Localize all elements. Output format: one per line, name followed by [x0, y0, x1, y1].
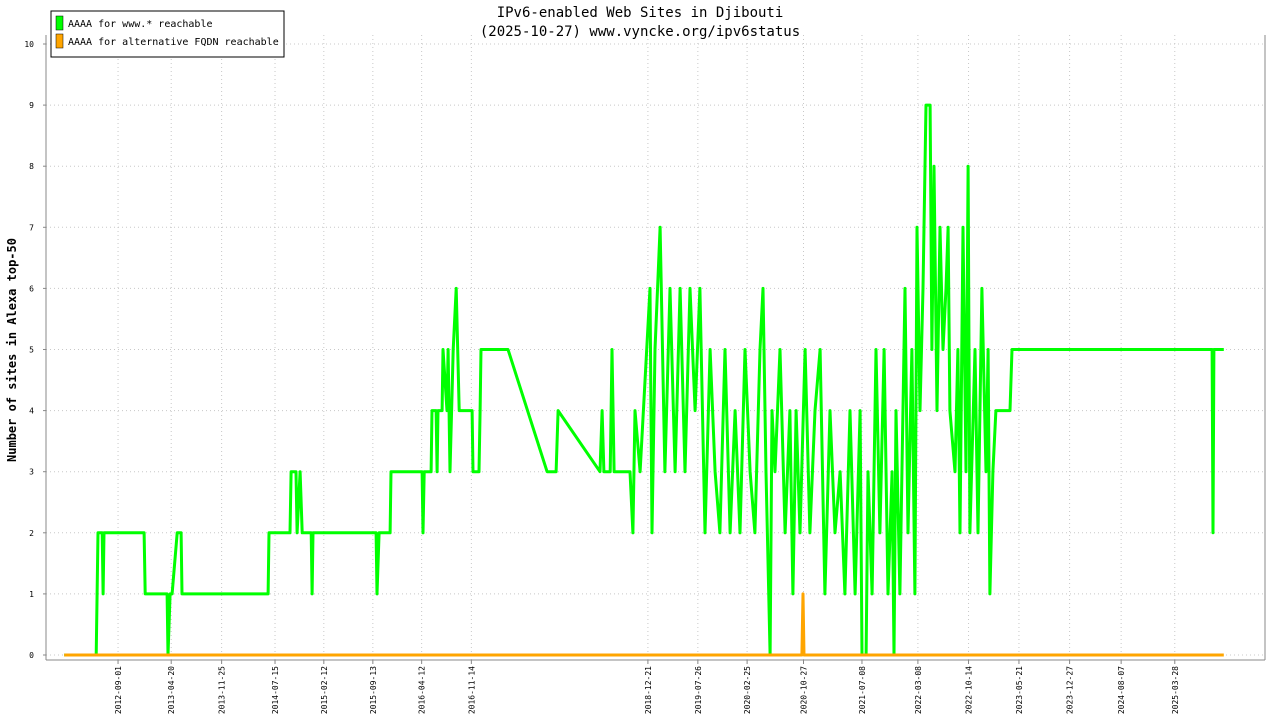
x-tick-label: 2020-02-25 [743, 666, 752, 714]
x-tick-label: 2016-04-12 [418, 666, 427, 714]
x-tick-label: 2013-11-25 [218, 666, 227, 714]
data-line [64, 592, 1224, 657]
x-tick-label: 2015-02-12 [320, 666, 329, 714]
plot-area: 0 1 2 3 4 5 6 7 8 9 10 2012-09-01 2013-04-20 2013-11-… [24, 35, 1266, 714]
y-tick-label: 1 [29, 590, 34, 599]
x-tick-label: 2015-09-13 [369, 666, 378, 714]
x-tick-label: 2023-05-21 [1015, 666, 1024, 714]
x-tick-label: 2014-07-15 [271, 666, 280, 714]
x-tick-label: 2019-07-26 [694, 666, 703, 714]
x-tick-label: 2016-11-14 [467, 666, 476, 714]
y-tick-label: 2 [29, 529, 34, 538]
legend: AAAA for www.* reachable AAAA for alterna… [50, 10, 285, 58]
x-tick-label: 2022-03-08 [914, 666, 923, 714]
x-tick-label: 2018-12-21 [644, 666, 653, 714]
y-tick-label: 5 [29, 346, 34, 355]
x-tick-label: 2013-04-20 [167, 666, 176, 714]
data-line [64, 103, 1224, 657]
x-tick-label: 2021-07-08 [858, 666, 867, 714]
y-tick-label: 6 [29, 284, 34, 293]
y-tick-label: 9 [29, 101, 34, 110]
y-axis-label: Number of sites in Alexa top-50 [5, 238, 19, 462]
y-tick-label: 10 [24, 40, 34, 49]
x-tick-label: 2024-08-07 [1117, 666, 1126, 714]
x-tick-label: 2020-10-27 [800, 666, 809, 714]
legend-swatch [55, 33, 64, 49]
x-tick-label: 2012-09-01 [114, 666, 123, 714]
legend-label: AAAA for www.* reachable [68, 19, 213, 30]
legend-label: AAAA for alternative FQDN reachable [68, 37, 279, 48]
y-tick-label: 7 [29, 223, 34, 232]
legend-swatch [55, 15, 64, 31]
x-tick-label: 2023-12-27 [1066, 666, 1075, 714]
y-tick-label: 8 [29, 162, 34, 171]
y-tick-label: 0 [29, 651, 34, 660]
x-tick-label: 2022-10-14 [965, 666, 974, 714]
chart-title: IPv6-enabled Web Sites in Djibouti [497, 5, 784, 21]
chart-subtitle: (2025-10-27) www.vyncke.org/ipv6status [480, 24, 800, 40]
y-tick-label: 3 [29, 468, 34, 477]
x-tick-label: 2025-03-28 [1171, 666, 1180, 714]
legend-box [50, 10, 285, 58]
y-tick-label: 4 [29, 407, 34, 416]
